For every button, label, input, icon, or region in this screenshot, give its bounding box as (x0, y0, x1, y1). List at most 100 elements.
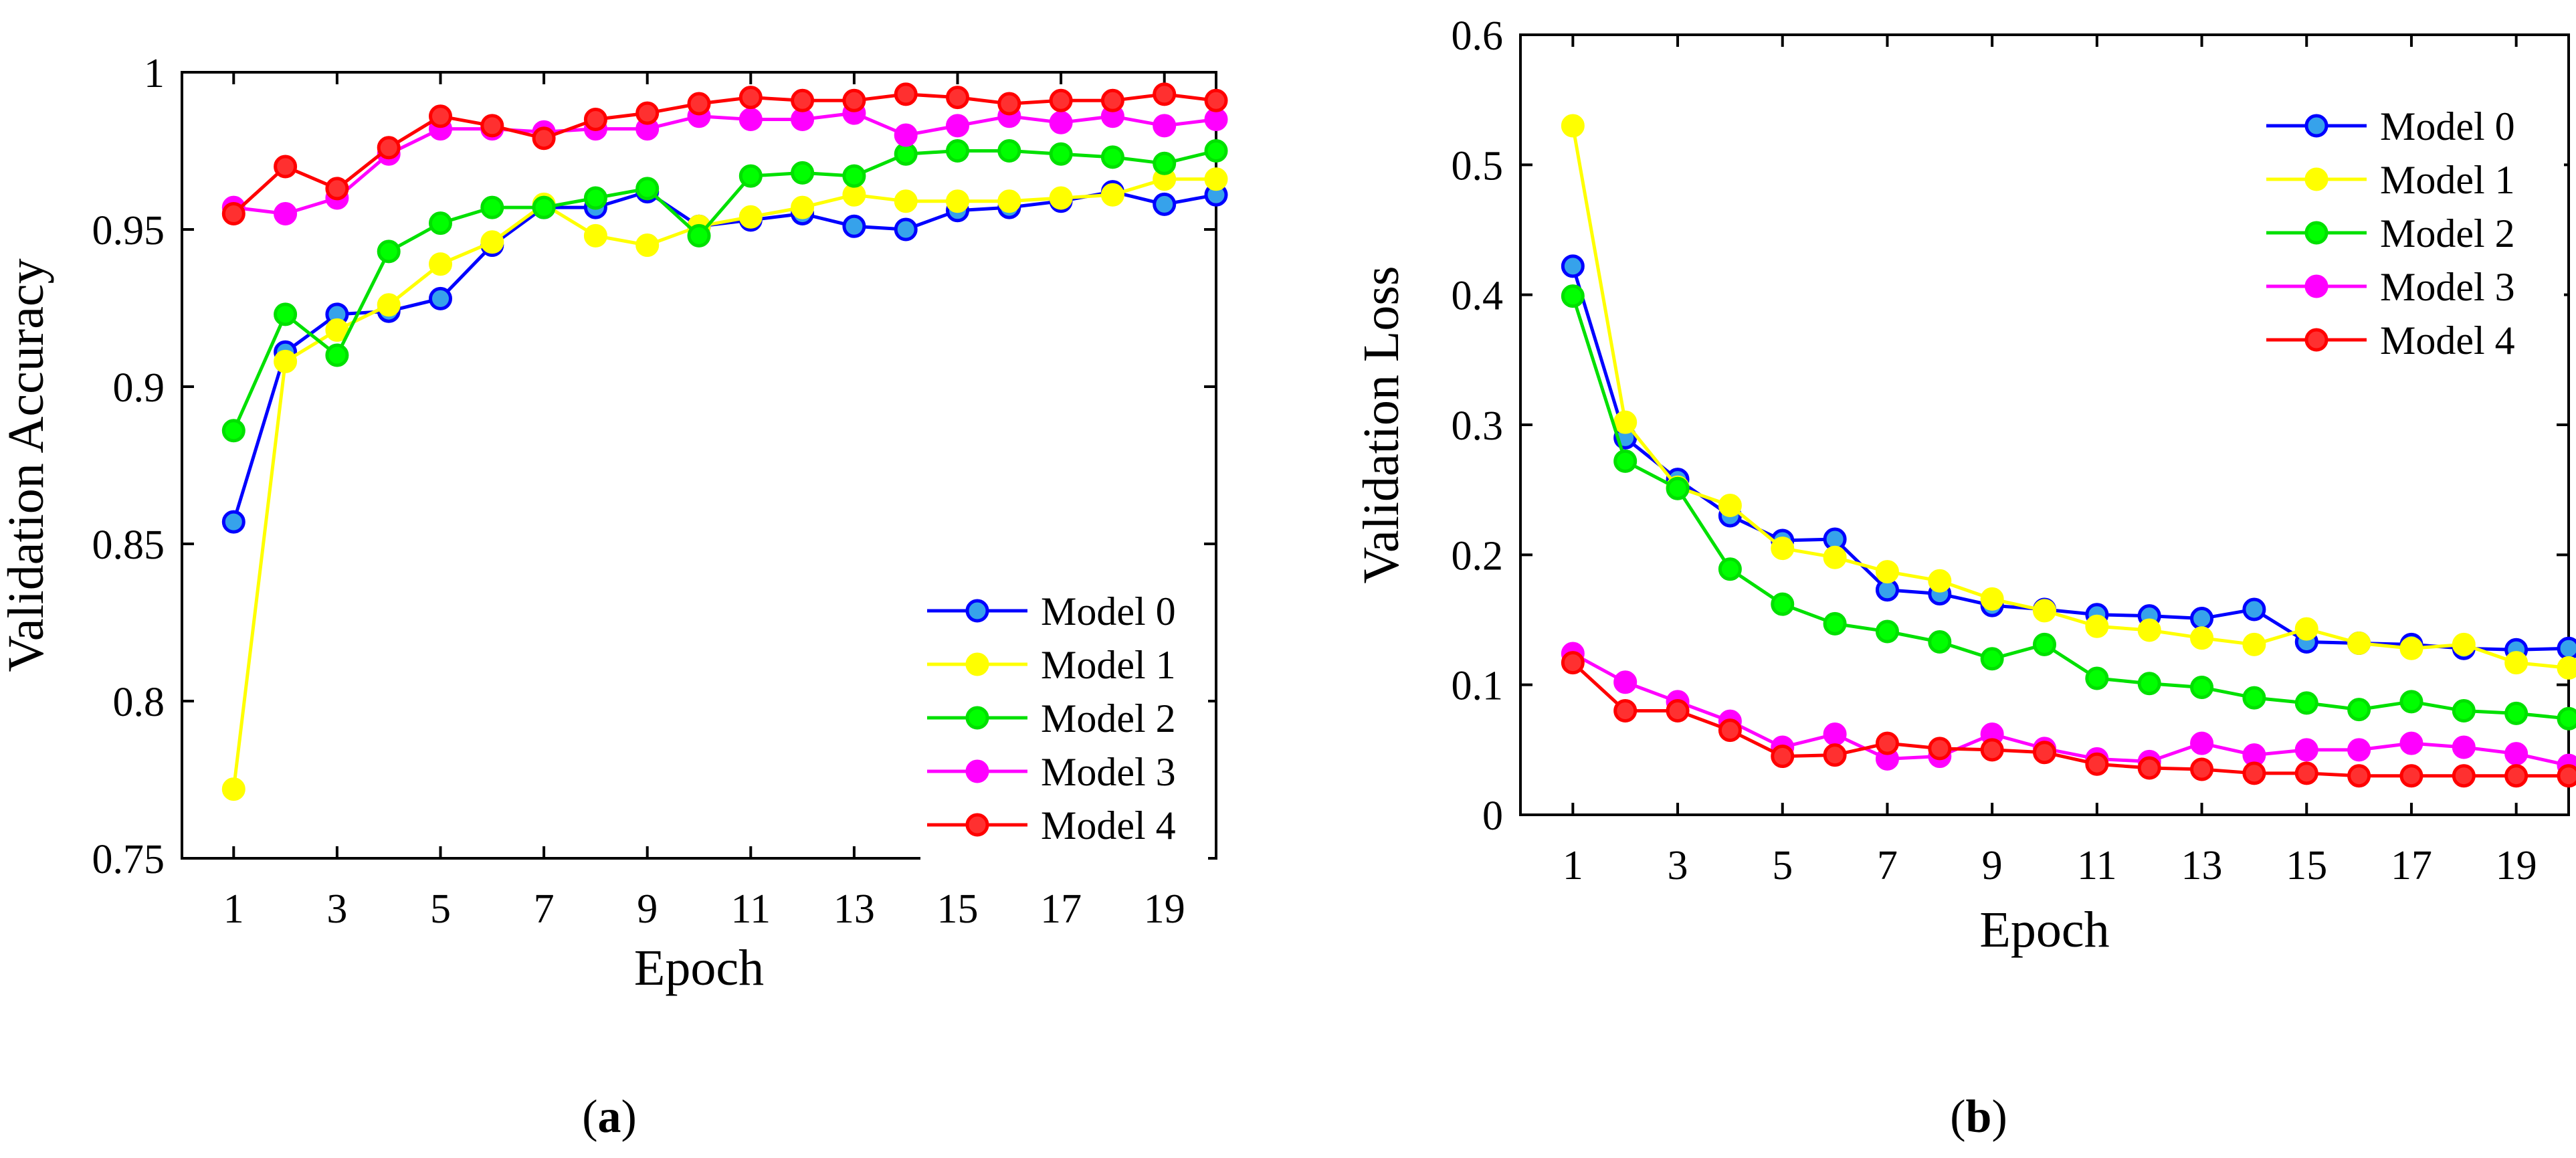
panel-b-data-point (1666, 476, 1690, 500)
panel-b-data-point (2557, 764, 2576, 788)
panel-a-x-tick-label: 9 (637, 886, 658, 932)
panel-a-legend-swatch-marker (965, 759, 989, 783)
panel-b-legend-swatch-marker (2304, 167, 2329, 191)
panel-b-series-model-4 (1561, 651, 2576, 788)
panel-b-data-point (2347, 764, 2371, 788)
caption-a: (a) (582, 1091, 637, 1143)
panel-b-data-point (2399, 731, 2423, 755)
panel-a-series-line (231, 190, 1217, 522)
panel-b-loss-chart: 1 3 5 7 9 11 13 15 17 1900.10.20.30.40.50.6EpochV… (1353, 13, 2576, 958)
panel-b-x-tick-label: 7 (1877, 843, 1898, 888)
svg-text:(b): (b) (1950, 1091, 2007, 1143)
panel-b-y-tick-label: 0.4 (1452, 274, 1504, 319)
panel-a-y-axis-label: Validation Accuracy (0, 258, 54, 672)
panel-a-data-point (532, 126, 556, 151)
panel-b-y-tick-label: 0.6 (1452, 13, 1504, 59)
panel-a-y-tick-label: 0.85 (92, 522, 165, 568)
panel-a-data-point (635, 101, 660, 125)
panel-b-data-point (2504, 701, 2529, 725)
panel-b-data-point (1561, 254, 1585, 278)
panel-b-data-point (1823, 722, 1847, 747)
panel-b-data-point (1823, 743, 1847, 767)
panel-a-data-point (377, 136, 401, 160)
panel-b-data-point (2242, 632, 2266, 656)
panel-b-data-point (2085, 666, 2109, 690)
panel-b-data-point (1928, 630, 1952, 654)
panel-a-data-point (429, 104, 452, 128)
panel-b-data-point (1613, 449, 1638, 473)
panel-a-legend-label: Model 3 (1041, 750, 1176, 794)
panel-a-data-point (1100, 88, 1124, 112)
panel-b-data-point (2504, 651, 2529, 675)
panel-b-data-point (1561, 114, 1585, 138)
panel-a-data-point (583, 108, 607, 131)
panel-b-data-point (2452, 764, 2476, 788)
panel-a-data-point (894, 82, 918, 106)
panel-a-data-point (274, 202, 298, 225)
panel-a-data-point (1204, 108, 1228, 131)
panel-a-data-point (687, 92, 711, 116)
panel-a-y-tick-label: 0.95 (92, 208, 165, 254)
panel-a-x-tick-label: 7 (534, 886, 555, 932)
caption-b-letter: b (1966, 1091, 1992, 1143)
panel-a-data-point (429, 211, 452, 235)
panel-b-x-tick-label: 19 (2496, 843, 2537, 888)
panel-a-data-point (738, 108, 763, 131)
panel-b-data-point (2294, 738, 2318, 762)
panel-b-data-point (1980, 587, 2004, 611)
panel-a-legend-swatch-marker (965, 652, 989, 676)
panel-b-data-point (2347, 631, 2371, 655)
panel-a-data-point (325, 318, 349, 342)
panel-a-data-point (1153, 114, 1177, 138)
panel-a-series-model-2 (221, 139, 1228, 443)
panel-b-legend-label: Model 2 (2380, 211, 2515, 256)
panel-b-data-point (1613, 670, 1638, 694)
panel-a-series-model-4 (221, 82, 1228, 225)
panel-b-legend-label: Model 1 (2380, 158, 2515, 202)
panel-a-data-point (1153, 192, 1177, 216)
panel-a-data-point (480, 114, 504, 138)
panel-b-data-point (1980, 738, 2004, 762)
panel-a-data-point (946, 114, 969, 138)
panel-b-data-point (2452, 699, 2476, 723)
panel-b-y-tick-label: 0 (1482, 793, 1503, 839)
panel-b-data-point (1875, 619, 1899, 644)
panel-a-data-point (532, 195, 556, 219)
panel-b-data-point (2452, 735, 2476, 759)
panel-a-data-point (480, 230, 504, 254)
panel-b-data-point (1771, 537, 1795, 561)
panel-b-data-point (2452, 632, 2476, 656)
panel-a-plot-frame (181, 71, 1217, 860)
panel-a-data-point (221, 510, 245, 534)
panel-b-legend-swatch-marker (2304, 274, 2329, 298)
panel-a-data-point (842, 164, 866, 188)
panel-b-legend-label: Model 3 (2380, 265, 2515, 309)
panel-b-data-point (2294, 691, 2318, 715)
panel-a-data-point (1049, 186, 1073, 210)
panel-b-data-point (2557, 706, 2576, 731)
panel-a-y-tick-label: 0.75 (92, 837, 165, 882)
panel-b-data-point (1718, 557, 1742, 581)
panel-a-legend-swatch-marker (965, 813, 989, 837)
panel-a-x-tick-label: 1 (223, 886, 244, 932)
panel-a-data-point (894, 189, 918, 213)
panel-a-legend-label: Model 1 (1041, 643, 1176, 687)
panel-b-data-point (2242, 597, 2266, 621)
panel-a-data-point (842, 214, 866, 238)
panel-a-x-tick-label: 11 (730, 886, 771, 932)
panel-b-data-point (1561, 651, 1585, 675)
panel-b-y-tick-label: 0.2 (1452, 533, 1504, 579)
panel-a-legend-label: Model 2 (1041, 696, 1176, 741)
panel-a-legend: Model 0 Model 1 Model 2 Model 3 Model 4 (920, 574, 1208, 862)
caption-b: (b) (1950, 1091, 2007, 1143)
panel-b-x-tick-label: 1 (1563, 843, 1583, 888)
panel-b-series-model-3 (1561, 642, 2576, 777)
panel-b-data-point (2557, 656, 2576, 680)
panel-a-x-tick-label: 19 (1144, 886, 1185, 932)
panel-b-data-point (2190, 607, 2214, 631)
panel-b-data-point (2085, 614, 2109, 638)
panel-a-data-point (1204, 139, 1228, 163)
panel-b-data-point (1561, 284, 1585, 308)
panel-b-data-point (2399, 636, 2423, 660)
